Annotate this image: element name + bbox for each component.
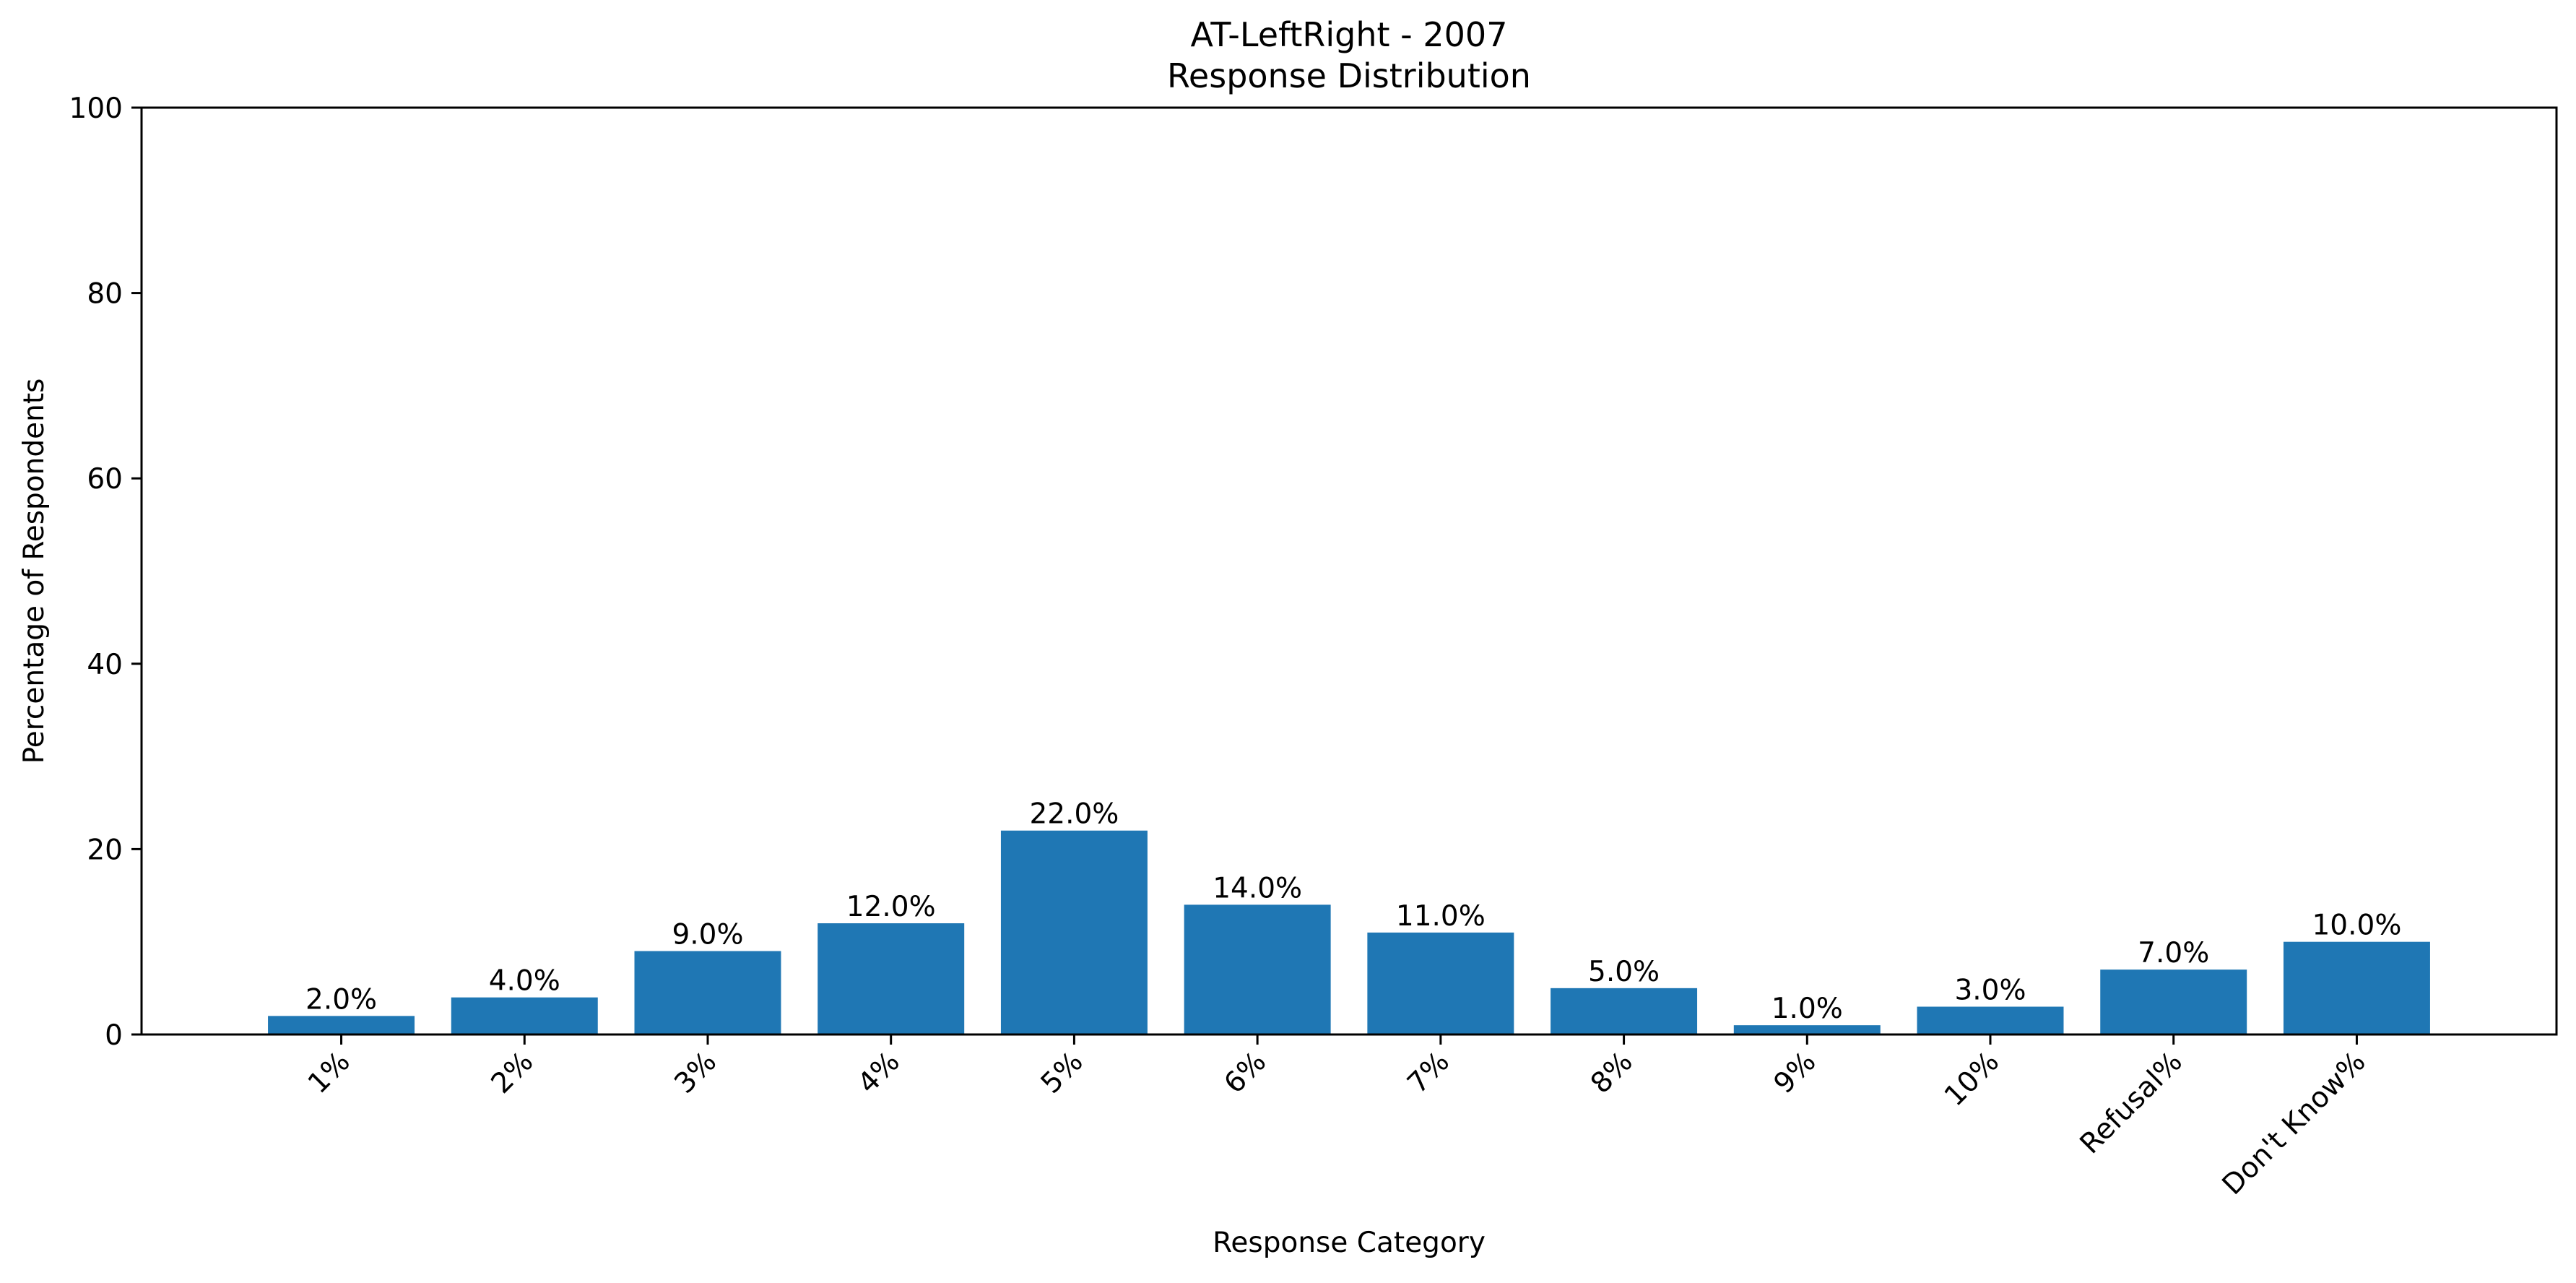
value-label: 10.0% [2312,910,2401,942]
bars-layer [268,830,2430,1034]
y-tick-label: 60 [87,463,123,496]
y-tick-label: 20 [87,834,123,866]
y-tick-label: 40 [87,649,123,681]
y-tick-label: 0 [105,1019,123,1052]
y-tick-label: 80 [87,278,123,311]
bar-Refusal% [2100,969,2247,1034]
value-label: 14.0% [1213,872,1302,904]
x-tick-label: 9% [1768,1045,1823,1100]
bar-6% [1184,904,1331,1034]
bar-7% [1367,932,1514,1034]
x-tick-label: 2% [485,1045,540,1100]
x-tick-label: Refusal% [2074,1045,2189,1160]
bar-3% [634,951,781,1034]
value-label: 7.0% [2138,937,2209,969]
bar-10% [1917,1006,2064,1034]
value-label: 4.0% [489,965,560,998]
bar-1% [268,1016,415,1034]
value-label: 12.0% [846,891,936,923]
x-tick-label: 7% [1401,1045,1456,1100]
x-tick-label: 3% [668,1045,723,1100]
x-tick-label: 6% [1218,1045,1273,1100]
x-tick-label: 5% [1035,1045,1090,1100]
y-axis-label: Percentage of Respondents [18,379,51,764]
bar-2% [451,997,598,1034]
bar-5% [1000,830,1148,1034]
x-axis-label: Response Category [1213,1227,1486,1259]
y-axis-ticks: 0 20 40 60 80 100 [69,92,142,1052]
chart-subtitle: Response Distribution [1167,56,1531,95]
x-tick-label: 8% [1584,1045,1639,1100]
value-label: 3.0% [1954,975,2026,1007]
x-tick-label: 1% [302,1045,357,1100]
bar-8% [1551,988,1698,1034]
bar-9% [1733,1025,1881,1034]
value-label: 2.0% [305,983,377,1016]
y-tick-label: 100 [69,92,123,125]
x-tick-label: 4% [851,1045,906,1100]
value-labels: 2.0% 4.0% 9.0% 12.0% 22.0% 14.0% 11.0% 5.0% 1.0%… [305,798,2401,1025]
x-axis-ticks: 1% 2% 3% 4% 5% 6% 7% 8% 9% 10% Refusal% Don't Know% [302,1034,2372,1201]
plot-frame [140,106,2558,1036]
axes-layer [140,106,2558,1036]
value-label: 9.0% [672,919,743,951]
value-label: 22.0% [1029,798,1119,831]
chart-title: AT-LeftRight - 2007 [1191,15,1508,54]
value-label: 11.0% [1396,900,1486,933]
value-label: 1.0% [1771,993,1843,1025]
x-tick-label: 10% [1938,1045,2005,1113]
x-tick-label: Don't Know% [2216,1045,2372,1201]
value-label: 5.0% [1588,956,1660,988]
bar-Don't Know% [2283,941,2430,1034]
bar-4% [818,923,965,1034]
